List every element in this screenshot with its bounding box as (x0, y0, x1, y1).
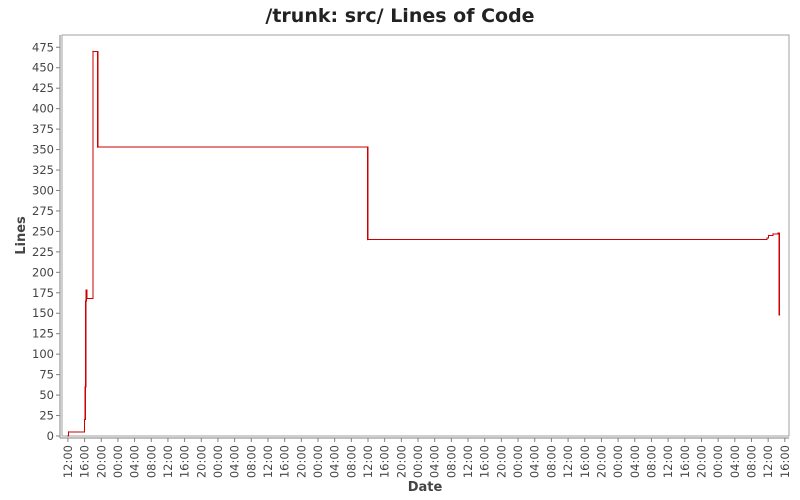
y-tick-label: 375 (32, 122, 54, 136)
data-point (84, 386, 86, 388)
x-tick-label: 08:00 (144, 445, 158, 478)
y-tick-label: 425 (32, 81, 54, 95)
x-tick-label: 08:00 (544, 445, 558, 478)
data-point (779, 314, 781, 316)
x-tick-label: 00:00 (211, 445, 225, 478)
x-tick-label: 04:00 (228, 445, 242, 478)
y-axis-label: Lines (14, 216, 29, 255)
y-tick-label: 0 (47, 429, 54, 443)
x-tick-label: 00:00 (611, 445, 625, 478)
y-tick-label: 100 (32, 347, 54, 361)
x-tick-label: 12:00 (161, 445, 175, 478)
data-point (367, 238, 369, 241)
x-tick-label: 20:00 (694, 445, 708, 478)
y-tick-label: 300 (32, 183, 54, 197)
x-tick-label: 04:00 (428, 445, 442, 478)
y-tick-label: 475 (32, 40, 54, 54)
y-tick-label: 225 (32, 245, 54, 259)
x-tick-label: 04:00 (328, 445, 342, 478)
data-point (85, 289, 87, 291)
data-point (67, 435, 69, 437)
series-line (67, 50, 780, 437)
data-point (67, 431, 70, 433)
y-tick-label: 125 (32, 327, 54, 341)
plot-area (61, 34, 790, 437)
x-tick-label: 12:00 (61, 445, 75, 478)
x-tick-label: 04:00 (128, 445, 142, 478)
x-tick-label: 12:00 (561, 445, 575, 478)
y-tick-label: 25 (39, 409, 54, 423)
x-axis-label: Date (408, 480, 443, 495)
x-tick-label: 08:00 (444, 445, 458, 478)
x-tick-label: 20:00 (94, 445, 108, 478)
data-point (777, 232, 779, 234)
x-tick-label: 16:00 (778, 445, 792, 478)
x-tick-label: 20:00 (394, 445, 408, 478)
data-point (83, 419, 86, 421)
y-tick-label: 400 (32, 102, 54, 116)
y-tick-label: 450 (32, 61, 54, 75)
y-tick-label: 350 (32, 143, 54, 157)
data-point (772, 233, 774, 235)
x-tick-label: 12:00 (461, 445, 475, 478)
x-tick-label: 20:00 (494, 445, 508, 478)
data-point (767, 234, 770, 237)
y-tick-label: 250 (32, 224, 54, 238)
y-axis: 0 25 50 75 100 125 150 175 200 225 250 275 300 325 350… (32, 35, 61, 443)
x-tick-label: 04:00 (728, 445, 742, 478)
x-tick-label: 20:00 (194, 445, 208, 478)
x-tick-label: 12:00 (261, 445, 275, 478)
x-tick-label: 16:00 (578, 445, 592, 478)
x-tick-label: 16:00 (478, 445, 492, 478)
data-point (766, 237, 768, 239)
x-tick-label: 08:00 (344, 445, 358, 478)
data-point (97, 146, 99, 148)
data-point (86, 297, 88, 300)
x-tick-label: 16:00 (278, 445, 292, 478)
x-tick-label: 00:00 (311, 445, 325, 478)
y-tick-label: 175 (32, 286, 54, 300)
x-tick-label: 00:00 (411, 445, 425, 478)
x-tick-label: 16:00 (78, 445, 92, 478)
y-tick-label: 75 (39, 368, 54, 382)
y-tick-label: 275 (32, 204, 54, 218)
x-tick-label: 00:00 (511, 445, 525, 478)
x-tick-label: 04:00 (528, 445, 542, 478)
y-tick-label: 200 (32, 265, 54, 279)
x-tick-label: 00:00 (111, 445, 125, 478)
data-point (92, 50, 94, 52)
x-tick-label: 12:00 (661, 445, 675, 478)
x-tick-label: 16:00 (378, 445, 392, 478)
data-point (85, 300, 87, 302)
x-tick-label: 08:00 (644, 445, 658, 478)
x-tick-label: 20:00 (294, 445, 308, 478)
x-tick-label: 20:00 (594, 445, 608, 478)
x-tick-label: 16:00 (178, 445, 192, 478)
x-tick-label: 16:00 (678, 445, 692, 478)
series-layer (67, 50, 781, 437)
x-tick-label: 12:00 (761, 445, 775, 478)
x-tick-label: 00:00 (711, 445, 725, 478)
x-tick-label: 08:00 (744, 445, 758, 478)
x-tick-label: 04:00 (628, 445, 642, 478)
chart-title: /trunk: src/ Lines of Code (265, 5, 534, 27)
x-tick-label: 12:00 (361, 445, 375, 478)
y-tick-label: 150 (32, 306, 54, 320)
x-axis: 12:00 16:00 20:00 00:00 04:00 08:00 12:00 16:00… (60, 437, 792, 478)
x-tick-label: 08:00 (244, 445, 258, 478)
y-tick-label: 325 (32, 163, 54, 177)
y-tick-label: 50 (39, 388, 54, 402)
